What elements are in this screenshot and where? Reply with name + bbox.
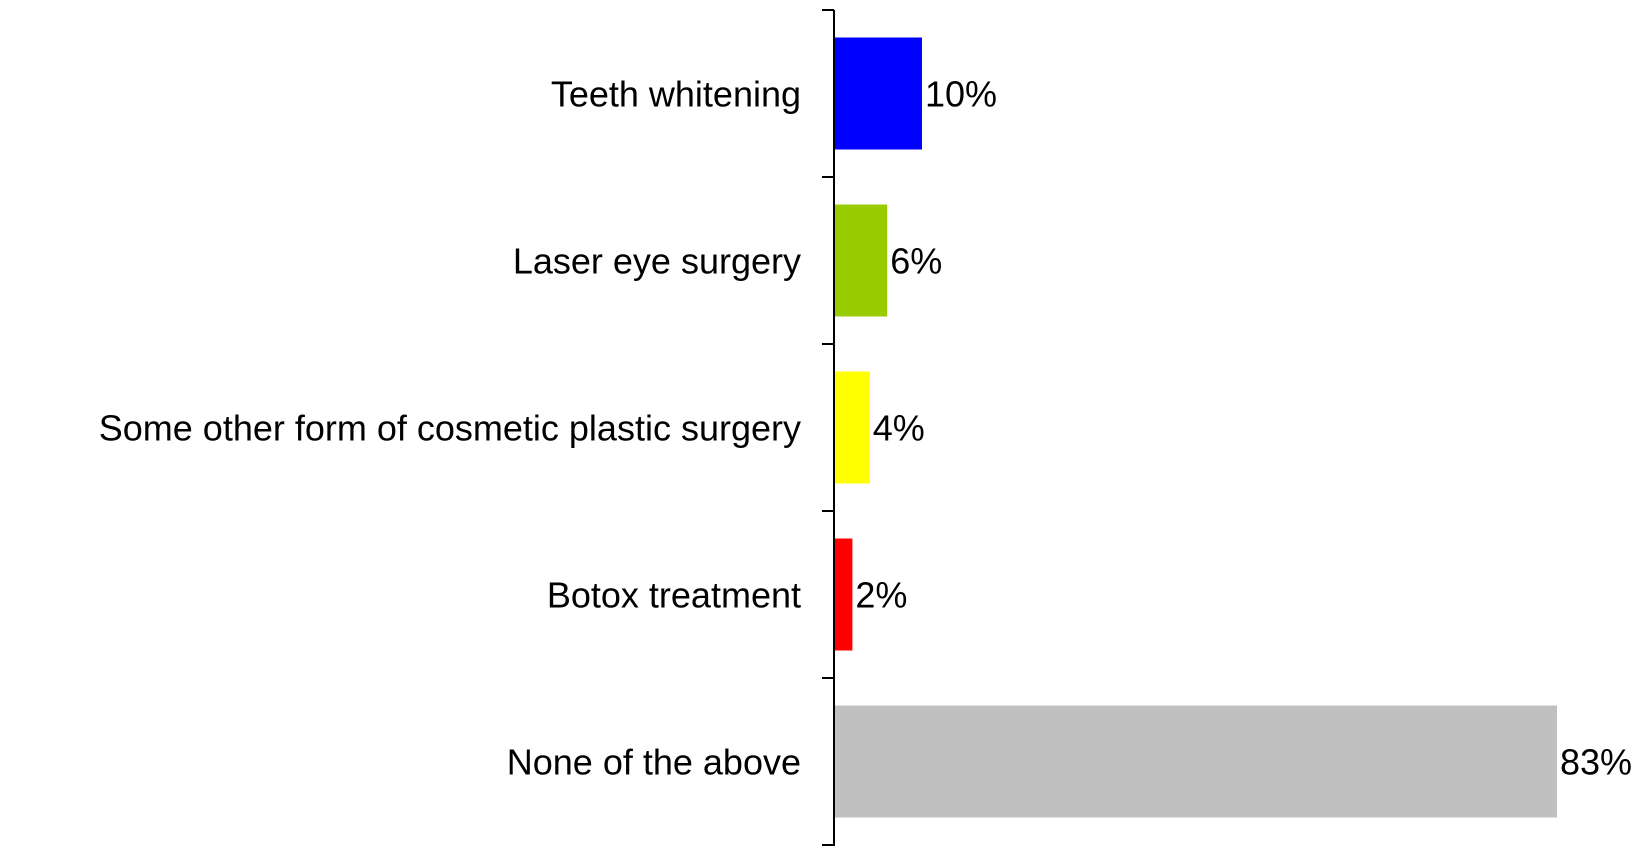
plot-area: Teeth whitening 10% Laser eye surgery 6% Som… — [99, 9, 1632, 846]
category-label: Some other form of cosmetic plastic surg… — [99, 408, 801, 449]
category-label: Laser eye surgery — [513, 241, 801, 282]
bar — [835, 37, 922, 150]
category-label: None of the above — [507, 742, 801, 783]
bar — [835, 204, 888, 317]
bar — [835, 538, 853, 651]
data-label: 2% — [855, 575, 907, 616]
data-label: 83% — [1560, 742, 1632, 783]
bar — [835, 705, 1557, 818]
category-label: Botox treatment — [547, 575, 801, 616]
category-label: Teeth whitening — [551, 74, 801, 115]
data-label: 6% — [890, 241, 942, 282]
data-label: 10% — [925, 74, 997, 115]
bar — [835, 371, 870, 484]
data-label: 4% — [873, 408, 925, 449]
